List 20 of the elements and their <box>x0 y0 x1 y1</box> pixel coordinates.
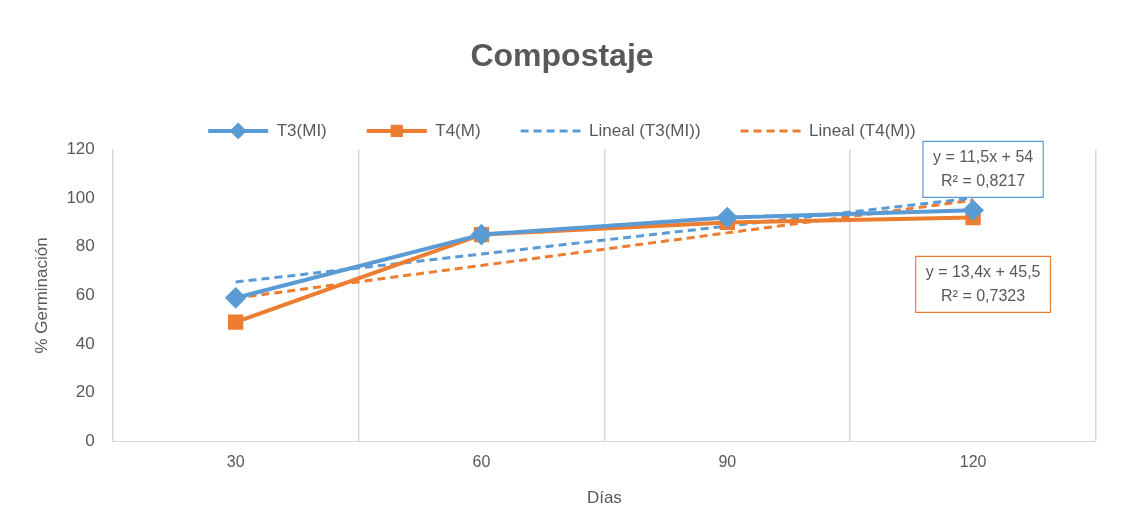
y-tick-label: 40 <box>75 333 95 353</box>
legend-label: T3(MI) <box>276 120 327 140</box>
y-tick-label: 100 <box>66 187 95 207</box>
y-tick-label: 60 <box>75 285 95 305</box>
legend-label: Lineal (T3(MI)) <box>589 120 701 140</box>
x-tick-label: 90 <box>718 453 737 471</box>
legend-label: Lineal (T4(M)) <box>809 120 916 140</box>
y-tick-label: 120 <box>66 139 95 159</box>
annotation: y = 13,4x + 45,5 R² = 0,7323 <box>925 262 1041 304</box>
x-tick-label: 120 <box>959 453 987 471</box>
chart-title: Compostaje <box>470 37 654 74</box>
y-axis-title: % Germinación <box>31 237 51 354</box>
y-tick-label: 0 <box>85 431 95 451</box>
x-axis-title: Días <box>586 488 622 508</box>
x-tick-label: 30 <box>226 453 245 471</box>
annotation: y = 11,5x + 54 R² = 0,8217 <box>932 147 1034 189</box>
legend-label: T4(M) <box>435 120 481 140</box>
y-tick-label: 80 <box>75 236 95 256</box>
y-tick-label: 20 <box>75 382 95 402</box>
x-tick-label: 60 <box>472 453 491 471</box>
